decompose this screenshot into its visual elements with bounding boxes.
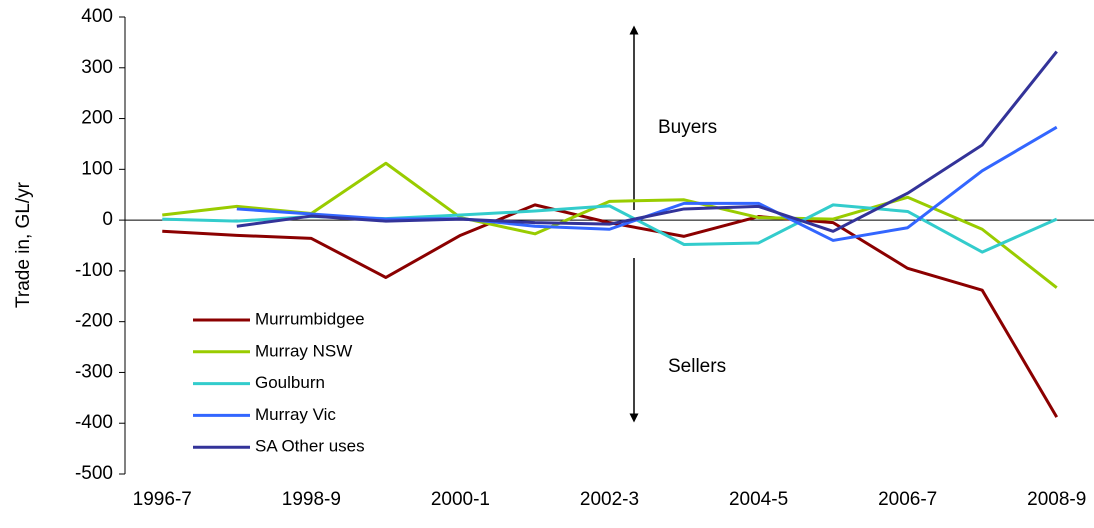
y-tick-label: -500 [75,463,113,484]
legend-label: Murrumbidgee [255,309,365,328]
y-axis-label: Trade in, GL/yr [13,181,34,308]
y-tick-label: -300 [75,361,113,382]
x-tick-label: 2004-5 [729,489,788,510]
x-tick-label: 2002-3 [580,489,639,510]
y-tick-label: 400 [81,6,113,27]
y-tick-label: -200 [75,311,113,332]
x-tick-label: 2008-9 [1027,489,1086,510]
annotation: Sellers [668,356,726,377]
legend-label: Goulburn [255,373,325,392]
y-tick-label: 0 [102,209,113,230]
y-tick-label: 200 [81,108,113,129]
y-tick-label: -400 [75,412,113,433]
x-tick-label: 1998-9 [282,489,341,510]
y-tick-label: 300 [81,57,113,78]
series-line [236,50,1058,233]
x-tick-label: 2000-1 [431,489,490,510]
y-tick-label: -100 [75,260,113,281]
legend-label: Murray Vic [255,405,336,424]
series-line [236,125,1058,242]
legend-label: Murray NSW [255,341,352,360]
legend-label: SA Other uses [255,437,365,456]
y-tick-label: 100 [81,158,113,179]
annotation: Buyers [658,117,717,138]
x-tick-label: 2006-7 [878,489,937,510]
x-tick-label: 1996-7 [133,489,192,510]
